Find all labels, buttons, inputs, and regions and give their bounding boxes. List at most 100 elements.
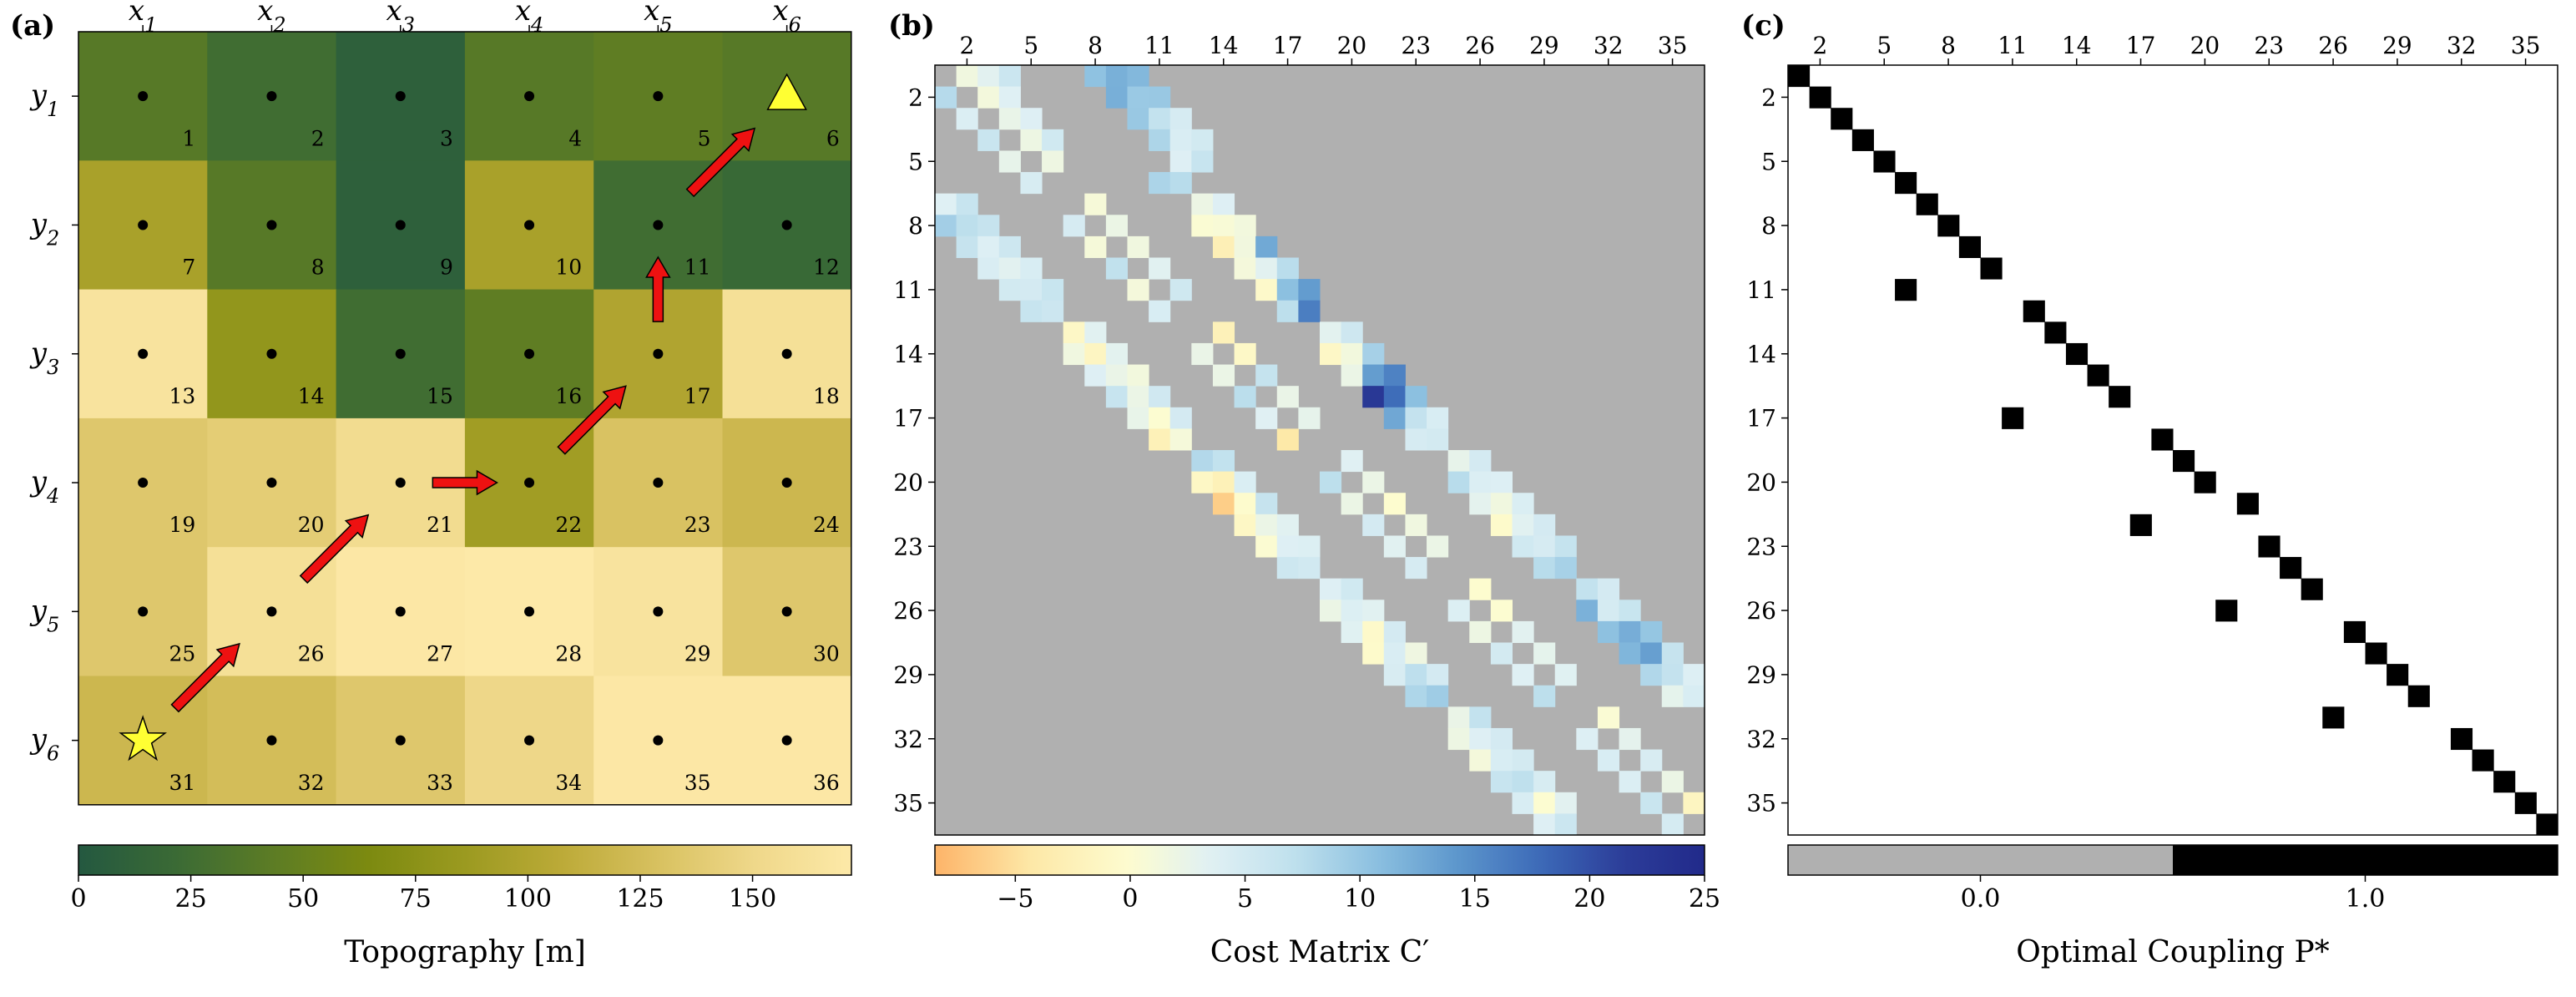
cost-matrix-cell bbox=[1149, 386, 1171, 408]
cost-matrix-cell bbox=[1341, 342, 1363, 366]
cost-matrix-cell bbox=[998, 86, 1021, 109]
x-tick-label: 29 bbox=[1529, 32, 1559, 59]
cost-matrix-cell bbox=[1362, 471, 1385, 493]
coupling-cell bbox=[1831, 108, 1853, 130]
cost-matrix-cell bbox=[1105, 257, 1128, 280]
cost-matrix-cell bbox=[1619, 620, 1641, 643]
cell-id-label: 22 bbox=[555, 513, 582, 537]
y-tick-label: y5 bbox=[29, 594, 60, 636]
cell-id-label: 30 bbox=[813, 642, 840, 666]
cost-matrix-cell bbox=[1212, 471, 1235, 493]
cost-matrix-cell bbox=[1084, 342, 1107, 366]
y-tick-label: 26 bbox=[1746, 597, 1776, 625]
cost-matrix-cell bbox=[1490, 727, 1513, 751]
cost-matrix-cell bbox=[1554, 813, 1577, 836]
cost-matrix-cell bbox=[1576, 578, 1599, 600]
cost-matrix-cell bbox=[1469, 493, 1492, 515]
cost-matrix-cell bbox=[1169, 407, 1192, 429]
coupling-cell bbox=[2236, 493, 2259, 515]
grid-node-dot bbox=[524, 606, 535, 617]
grid-node-dot bbox=[138, 478, 149, 488]
colorbar-segment-zero bbox=[1788, 845, 2173, 875]
colorbar-tick-label: 1.0 bbox=[2346, 884, 2386, 913]
cost-matrix-cell bbox=[977, 257, 1000, 280]
cost-matrix-cell bbox=[1020, 300, 1043, 322]
cost-matrix-cell bbox=[1234, 471, 1256, 493]
cost-matrix-cell bbox=[1683, 685, 1705, 707]
cost-matrix-cell bbox=[1169, 172, 1192, 195]
grid-node-dot bbox=[653, 478, 664, 488]
cost-matrix-cell bbox=[1084, 321, 1107, 344]
cost-matrix-cell bbox=[1341, 620, 1363, 643]
cost-matrix-cell bbox=[1020, 257, 1043, 280]
cell-id-label: 6 bbox=[826, 126, 840, 150]
colorbar-tick-label: 0 bbox=[1122, 884, 1138, 913]
y-tick-label: 8 bbox=[1761, 212, 1776, 240]
cost-matrix-cell bbox=[956, 215, 978, 237]
cost-matrix-cell bbox=[1405, 514, 1427, 536]
matrix-frame bbox=[1787, 64, 2558, 836]
x-tick-label: 23 bbox=[2254, 32, 2284, 59]
cost-matrix-cell bbox=[1490, 771, 1513, 793]
y-tick-label: y4 bbox=[29, 465, 60, 508]
cost-matrix-cell bbox=[977, 65, 1000, 88]
cell-id-label: 2 bbox=[311, 126, 325, 150]
colorbar-tick-label: −5 bbox=[997, 884, 1033, 913]
coupling-cell bbox=[2151, 428, 2174, 451]
coupling-cell bbox=[1980, 257, 2003, 280]
colorbar-tick-label: 25 bbox=[174, 884, 206, 913]
cost-matrix-cell bbox=[1661, 771, 1684, 793]
cost-matrix-cell bbox=[1469, 578, 1492, 600]
cost-matrix-cell bbox=[1105, 86, 1128, 109]
coupling-cell bbox=[1895, 172, 1917, 195]
cost-matrix-cell bbox=[1362, 620, 1385, 643]
cost-matrix-cell bbox=[1063, 215, 1085, 237]
colorbar-label: Topography [m] bbox=[344, 935, 586, 969]
cost-matrix-cell bbox=[1661, 664, 1684, 686]
cell-id-label: 23 bbox=[684, 513, 711, 537]
start-star-marker bbox=[119, 715, 168, 762]
x-tick-label: 14 bbox=[2062, 32, 2092, 59]
coupling-cell bbox=[2194, 471, 2216, 493]
cell-id-label: 11 bbox=[684, 256, 711, 280]
cost-matrix-cell bbox=[977, 129, 1000, 151]
cost-matrix-cell bbox=[1234, 257, 1256, 280]
x-tick-label: x1 bbox=[129, 0, 157, 37]
cost-matrix-cell bbox=[1576, 600, 1599, 622]
cost-matrix-cell bbox=[1469, 706, 1492, 729]
cost-matrix-cell bbox=[1383, 364, 1406, 387]
cost-matrix-cell bbox=[1042, 150, 1064, 173]
cost-matrix-cell bbox=[1405, 664, 1427, 686]
cost-matrix-cell bbox=[1255, 364, 1278, 387]
colorbar-tick-label: 0.0 bbox=[1961, 884, 2001, 913]
cost-matrix-cell bbox=[1212, 235, 1235, 258]
cost-matrix-cell bbox=[935, 86, 957, 109]
path-arrow bbox=[432, 469, 498, 496]
coupling-cell bbox=[2215, 600, 2238, 622]
coupling-cell bbox=[2280, 557, 2302, 579]
coupling-cell bbox=[1916, 193, 1938, 215]
cost-matrix-cell bbox=[1127, 279, 1149, 301]
cell-id-label: 17 bbox=[684, 384, 711, 408]
cell-id-label: 29 bbox=[684, 642, 711, 666]
x-tick-label: 8 bbox=[1088, 32, 1103, 59]
cost-matrix-cell bbox=[1427, 685, 1449, 707]
cost-matrix-cell bbox=[1169, 279, 1192, 301]
cost-matrix-cell bbox=[1383, 642, 1406, 665]
cost-matrix-cell bbox=[1212, 450, 1235, 473]
cost-matrix-cell bbox=[1447, 727, 1470, 751]
coupling-cell bbox=[2173, 450, 2195, 473]
cost-matrix-cell bbox=[1105, 386, 1128, 408]
cell-id-label: 33 bbox=[427, 771, 453, 795]
y-tick-label: 5 bbox=[1761, 148, 1776, 175]
cost-matrix-cell bbox=[1276, 557, 1299, 579]
cost-matrix-cell bbox=[1512, 493, 1534, 515]
cost-matrix-cell bbox=[1191, 129, 1214, 151]
cost-matrix-cell bbox=[998, 108, 1021, 130]
cell-id-label: 36 bbox=[813, 771, 840, 795]
cost-matrix-cell bbox=[1554, 664, 1577, 686]
grid-node-dot bbox=[266, 606, 277, 617]
cost-matrix-cell bbox=[1127, 108, 1149, 130]
cost-matrix-cell bbox=[1597, 600, 1620, 622]
